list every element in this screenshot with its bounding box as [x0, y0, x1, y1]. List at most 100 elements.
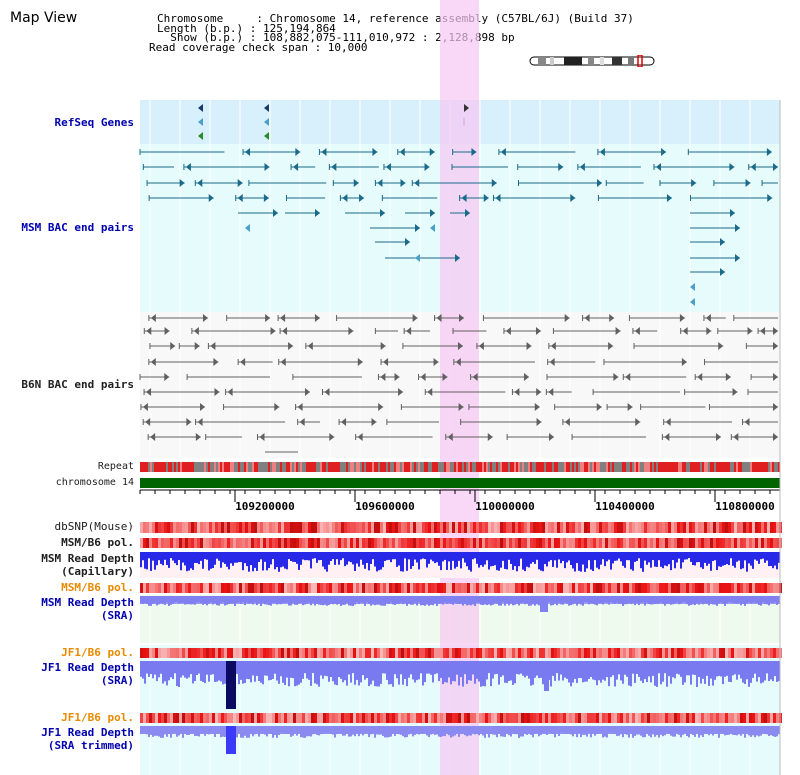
heatmap-cell: [593, 522, 596, 533]
heatmap-cell: [701, 583, 704, 593]
depth-bar: [152, 661, 154, 679]
position-axis: 109200000 109600000 110000000 110400000 1108…: [139, 489, 780, 513]
heatmap-cell: [194, 538, 197, 548]
depth-bar: [212, 596, 214, 605]
msm-bac-pair-arrow: [558, 163, 564, 171]
depth-bar: [258, 726, 260, 737]
depth-bar: [372, 661, 374, 681]
depth-bar: [692, 552, 694, 566]
heatmap-cell: [560, 583, 563, 593]
heatmap-cell: [257, 522, 260, 533]
msm-bac-pair-arrow: [471, 148, 477, 156]
depth-bar: [728, 726, 730, 735]
heatmap-cell: [383, 713, 386, 723]
depth-bar: [614, 552, 616, 561]
heatmap-cell: [551, 538, 554, 548]
heatmap-cell: [155, 538, 158, 548]
polymorphism-heatmaps[interactable]: [140, 522, 782, 723]
depth-bar: [706, 596, 708, 604]
heatmap-cell: [443, 522, 446, 533]
depth-bar: [560, 552, 562, 564]
repeat-segment: [266, 462, 268, 472]
heatmap-cell: [350, 583, 353, 593]
depth-bar: [754, 726, 756, 738]
msm-bac-pair-arrow: [415, 254, 420, 262]
depth-bar: [390, 596, 392, 603]
heatmap-cell: [554, 538, 557, 548]
heatmap-cell: [359, 648, 362, 658]
depth-bar: [748, 661, 750, 687]
b6n-bac-pair-arrow: [150, 433, 156, 441]
heatmap-cell: [449, 538, 452, 548]
repeat-segment: [658, 462, 660, 472]
heatmap-cell: [677, 648, 680, 658]
depth-bar: [582, 552, 584, 565]
b6n-bac-pair-arrow: [526, 342, 532, 350]
depth-bar: [750, 552, 752, 566]
depth-bar: [376, 596, 378, 605]
depth-bar: [466, 596, 468, 606]
depth-bar: [188, 726, 190, 735]
heatmap-cell: [713, 648, 716, 658]
heatmap-cell: [404, 583, 407, 593]
repeat-track[interactable]: [140, 462, 780, 472]
heatmap-cell: [182, 583, 185, 593]
repeat-segment: [206, 462, 208, 472]
depth-bar: [618, 661, 620, 675]
depth-bar: [530, 726, 532, 735]
depth-bar: [172, 726, 174, 734]
highlight-region[interactable]: [440, 0, 479, 775]
b6n-bac-features[interactable]: [139, 314, 778, 453]
depth-bar: [502, 552, 504, 561]
repeat-segment: [424, 462, 426, 472]
depth-bar: [364, 661, 366, 680]
depth-bar: [614, 661, 616, 687]
chromosome-ideogram[interactable]: [528, 52, 656, 68]
repeat-segment: [530, 462, 532, 472]
heatmap-cell: [161, 538, 164, 548]
depth-bar: [478, 661, 480, 682]
heatmap-cell: [437, 522, 440, 533]
heatmap-cell: [476, 648, 479, 658]
depth-bar: [710, 726, 712, 733]
heatmap-cell: [194, 583, 197, 593]
depth-bar: [532, 596, 534, 605]
depth-bar: [572, 596, 574, 605]
depth-bar: [210, 596, 212, 603]
msm-bac-features[interactable]: [139, 148, 778, 306]
depth-bar: [204, 726, 206, 736]
heatmap-cell: [452, 538, 455, 548]
depth-bar: [714, 726, 716, 734]
heatmap-cell: [536, 583, 539, 593]
depth-bar: [732, 726, 734, 735]
depth-bar: [714, 661, 716, 680]
depth-bar: [562, 661, 564, 681]
heatmap-cell: [266, 713, 269, 723]
depth-bar: [488, 596, 490, 605]
repeat-segment: [746, 462, 748, 472]
heatmap-cell: [236, 522, 239, 533]
refseq-genes-features[interactable]: [198, 104, 469, 140]
depth-bar: [176, 596, 178, 603]
heatmap-cell: [332, 538, 335, 548]
heatmap-cell: [491, 648, 494, 658]
depth-bar: [196, 596, 198, 603]
depth-bar: [396, 726, 398, 734]
repeat-segment: [346, 462, 348, 472]
heatmap-cell: [212, 713, 215, 723]
read-depth-plots[interactable]: [140, 552, 780, 754]
repeat-segment: [228, 462, 230, 472]
heatmap-cell: [722, 648, 725, 658]
heatmap-cell: [569, 522, 572, 533]
heatmap-cell: [389, 583, 392, 593]
heatmap-cell: [722, 538, 725, 548]
repeat-segment: [620, 462, 622, 472]
heatmap-cell: [542, 713, 545, 723]
heatmap-cell: [530, 648, 533, 658]
heatmap-cell: [458, 648, 461, 658]
chromosome-bar[interactable]: [140, 478, 780, 488]
depth-bar: [194, 726, 196, 736]
heatmap-cell: [752, 713, 755, 723]
depth-bar: [344, 552, 346, 567]
